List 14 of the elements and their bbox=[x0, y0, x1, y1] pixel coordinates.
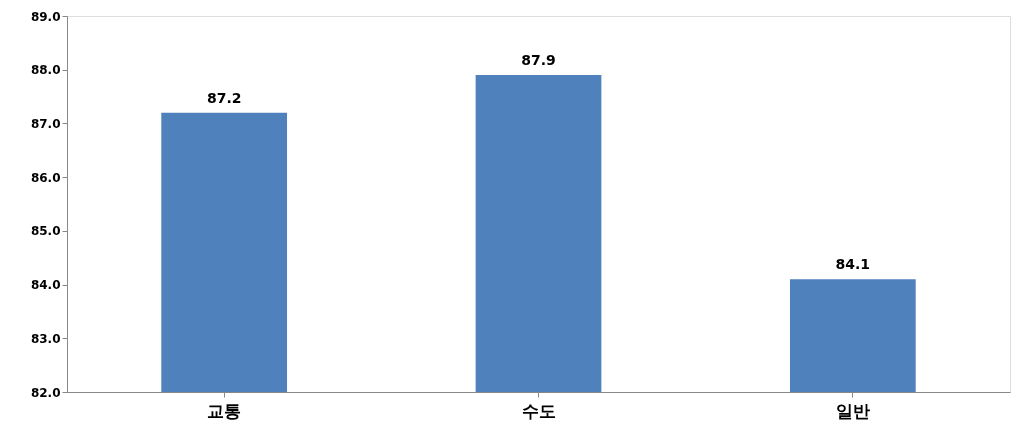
y-tick-label: 88.0 bbox=[30, 63, 61, 78]
x-tick-label: 일반 bbox=[835, 400, 870, 421]
y-tick-label: 83.0 bbox=[30, 331, 61, 346]
data-label: 87.2 bbox=[206, 89, 242, 106]
x-tick-label: 교통 bbox=[207, 400, 242, 421]
y-tick-label: 86.0 bbox=[30, 170, 61, 185]
y-tick-label: 87.0 bbox=[30, 116, 61, 131]
y-tick-label: 84.0 bbox=[30, 278, 61, 293]
y-tick-label: 85.0 bbox=[30, 224, 61, 239]
y-tick-label: 82.0 bbox=[30, 385, 61, 400]
data-label: 84.1 bbox=[835, 256, 871, 273]
data-label: 87.9 bbox=[521, 52, 556, 69]
y-tick-label: 89.0 bbox=[30, 9, 61, 24]
x-tick-label: 수도 bbox=[521, 400, 556, 421]
